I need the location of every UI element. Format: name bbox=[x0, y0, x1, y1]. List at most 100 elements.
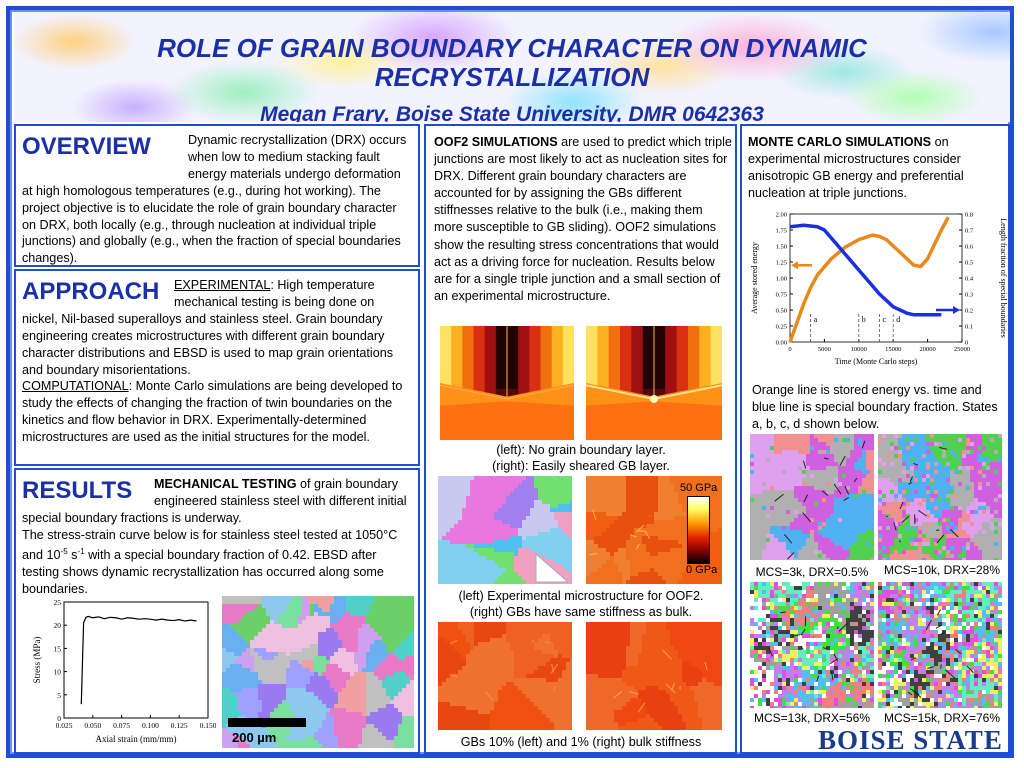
mc-y2-tick-label: 0.8 bbox=[965, 212, 973, 219]
mechanical-testing-label: MECHANICAL TESTING bbox=[154, 477, 297, 491]
mc-special-boundary-line bbox=[789, 223, 942, 317]
mc-state-d-label: MCS=15k, DRX=76% bbox=[883, 711, 1001, 725]
monte-carlo-body: on experimental microstructures consider… bbox=[748, 135, 964, 201]
overview-text: Dynamic recrystallization (DRX) occurs w… bbox=[22, 133, 407, 266]
poster-title: ROLE OF GRAIN BOUNDARY CHARACTER ON DYNA… bbox=[14, 34, 1010, 92]
monte-carlo-caption: Orange line is stored energy vs. time an… bbox=[752, 383, 998, 432]
mc-y-tick-label: 0.25 bbox=[776, 324, 787, 331]
mc-right-arrow-icon bbox=[953, 306, 960, 314]
approach-panel: APPROACH EXPERIMENTAL: High temperature … bbox=[14, 269, 420, 466]
ss-y-tick-label: 15 bbox=[54, 644, 62, 653]
strain-rate-unit: s bbox=[67, 547, 78, 562]
monte-carlo-chart: 0 5000 10000 15000 20000 250000.000.250.500.7… bbox=[750, 212, 1008, 367]
results-text: MECHANICAL TESTING of grain boundary eng… bbox=[22, 476, 414, 598]
oof2-experimental-microstructure-image bbox=[438, 476, 572, 584]
mc-y2-axis-label: Length fraction of special boundaries bbox=[999, 218, 1008, 338]
oof2-caption-3: GBs 10% (left) and 1% (right) bulk stiff… bbox=[460, 735, 702, 749]
scale-bar-label: 200 µm bbox=[232, 730, 277, 745]
experimental-text: : High temperature mechanical testing is… bbox=[22, 278, 394, 377]
ss-y-axis-label: Stress (MPa) bbox=[32, 637, 42, 684]
strain-rate-exponent-2: -1 bbox=[77, 546, 85, 556]
oof2-label: OOF2 SIMULATIONS bbox=[434, 135, 558, 149]
mc-x-axis-label: Time (Monte Carlo steps) bbox=[835, 357, 918, 366]
scale-bar bbox=[228, 718, 306, 727]
mc-state-a-image bbox=[750, 434, 874, 560]
mechanical-testing-text-3: with a special boundary fraction of 0.42… bbox=[22, 547, 384, 596]
mc-y2-tick-label: 0.7 bbox=[965, 228, 974, 235]
monte-carlo-text: MONTE CARLO SIMULATIONS on experimental … bbox=[748, 134, 1006, 202]
ss-x-tick-label: 0.025 bbox=[56, 721, 73, 730]
mc-x-tick-label: 0 bbox=[788, 346, 791, 353]
colorbar-bottom-label: 0 GPa bbox=[686, 564, 718, 576]
mc-state-marker-label: c bbox=[882, 315, 886, 324]
ss-x-tick-label: 0.075 bbox=[113, 721, 130, 730]
strain-rate-exponent: -5 bbox=[60, 546, 68, 556]
mc-y-axis-label: Average stored energy bbox=[750, 242, 759, 314]
oof2-text: OOF2 SIMULATIONS are used to predict whi… bbox=[434, 134, 734, 305]
ss-x-tick-label: 0.125 bbox=[171, 721, 188, 730]
results-panel: RESULTS MECHANICAL TESTING of grain boun… bbox=[14, 468, 420, 754]
mc-state-c-label: MCS=13k, DRX=56% bbox=[753, 711, 871, 725]
oof2-caption-1: (left): No grain boundary layer. (right)… bbox=[430, 442, 732, 474]
oof2-stress-map-image: 50 GPa 0 GPa bbox=[586, 476, 722, 584]
ss-y-tick-label: 25 bbox=[54, 598, 62, 607]
ebsd-map-image: 200 µm bbox=[222, 596, 414, 748]
poster-subtitle: Megan Frary, Boise State University, DMR… bbox=[260, 103, 764, 122]
mc-x-tick-label: 20000 bbox=[919, 346, 935, 353]
mc-state-marker-label: a bbox=[814, 315, 818, 324]
poster-frame bbox=[6, 6, 1014, 758]
oof2-caption-2-line-1: (left) Experimental microstructure for O… bbox=[458, 589, 704, 603]
title-line-1: ROLE OF GRAIN BOUNDARY CHARACTER ON DYNA… bbox=[157, 33, 867, 63]
oof2-gb-1pct-image bbox=[586, 622, 722, 730]
colorbar bbox=[687, 496, 710, 564]
mc-y2-tick-label: 0.5 bbox=[965, 260, 973, 267]
title-line-2: RECRYSTALLIZATION bbox=[374, 62, 650, 92]
mc-y2-tick-label: 0.3 bbox=[965, 292, 973, 299]
mc-y-tick-label: 1.75 bbox=[776, 228, 787, 235]
ss-series-line bbox=[80, 615, 197, 705]
mc-stored-energy-line bbox=[788, 216, 950, 343]
mc-y2-tick-label: 0.6 bbox=[965, 244, 974, 251]
boise-state-logo-text: BOISE STATE bbox=[818, 725, 1003, 754]
monte-carlo-panel: MONTE CARLO SIMULATIONS on experimental … bbox=[740, 124, 1010, 754]
ss-x-tick-label: 0.050 bbox=[84, 721, 101, 730]
oof2-caption-2-line-2: (right) GBs have same stiffness as bulk. bbox=[469, 605, 693, 619]
mc-left-arrow-icon bbox=[791, 261, 798, 270]
title-banner: ROLE OF GRAIN BOUNDARY CHARACTER ON DYNA… bbox=[14, 12, 1010, 122]
mc-state-c-image bbox=[750, 582, 874, 708]
approach-text: EXPERIMENTAL: High temperature mechanica… bbox=[22, 277, 412, 446]
overview-heading: OVERVIEW bbox=[22, 133, 151, 160]
approach-heading: APPROACH bbox=[22, 278, 160, 305]
mc-state-marker-label: d bbox=[896, 315, 900, 324]
monte-carlo-label: MONTE CARLO SIMULATIONS bbox=[748, 135, 932, 149]
mc-x-tick-label: 25000 bbox=[954, 346, 970, 353]
oof2-caption-2: (left) Experimental microstructure for O… bbox=[430, 588, 732, 620]
mc-y-tick-label: 0.75 bbox=[776, 292, 787, 299]
oof2-triple-junction-right-image bbox=[586, 326, 722, 440]
boise-state-logo: BOISE STATE bbox=[818, 725, 1004, 754]
mc-state-a-label: MCS=3k, DRX=0.5% bbox=[755, 565, 869, 579]
oof2-panel: OOF2 SIMULATIONS are used to predict whi… bbox=[424, 124, 737, 754]
mc-y2-tick-label: 0 bbox=[965, 340, 968, 347]
experimental-label: EXPERIMENTAL bbox=[174, 278, 271, 292]
stress-strain-chart: 0.025 0.050 0.075 0.100 0.125 0.150 0 5 10 15 20 25… bbox=[32, 598, 216, 744]
computational-label: COMPUTATIONAL bbox=[22, 379, 129, 394]
mc-x-tick-label: 15000 bbox=[885, 346, 901, 353]
mc-y-tick-label: 1.50 bbox=[776, 244, 787, 251]
mc-y-tick-label: 2.00 bbox=[776, 212, 787, 219]
mc-state-d-image bbox=[878, 582, 1002, 708]
mc-state-marker-label: b bbox=[862, 315, 866, 324]
ss-x-axis-label: Axial strain (mm/mm) bbox=[96, 734, 177, 744]
mc-x-tick-label: 5000 bbox=[818, 346, 831, 353]
mc-y-tick-label: 0.00 bbox=[776, 340, 787, 347]
ss-x-tick-label: 0.100 bbox=[142, 721, 159, 730]
oof2-triple-junction-left-image bbox=[440, 326, 574, 440]
mc-y-tick-label: 1.00 bbox=[776, 276, 787, 283]
oof2-body: are used to predict which triple junctio… bbox=[434, 135, 732, 303]
color-key-triangle bbox=[535, 552, 570, 583]
mechanical-testing-text-2: The stress-strain curve below is for sta… bbox=[22, 527, 398, 562]
ss-y-tick-label: 5 bbox=[57, 691, 61, 700]
ss-y-tick-label: 0 bbox=[57, 714, 61, 723]
ss-y-tick-label: 20 bbox=[54, 621, 62, 630]
colorbar-top-label: 50 GPa bbox=[680, 482, 718, 494]
